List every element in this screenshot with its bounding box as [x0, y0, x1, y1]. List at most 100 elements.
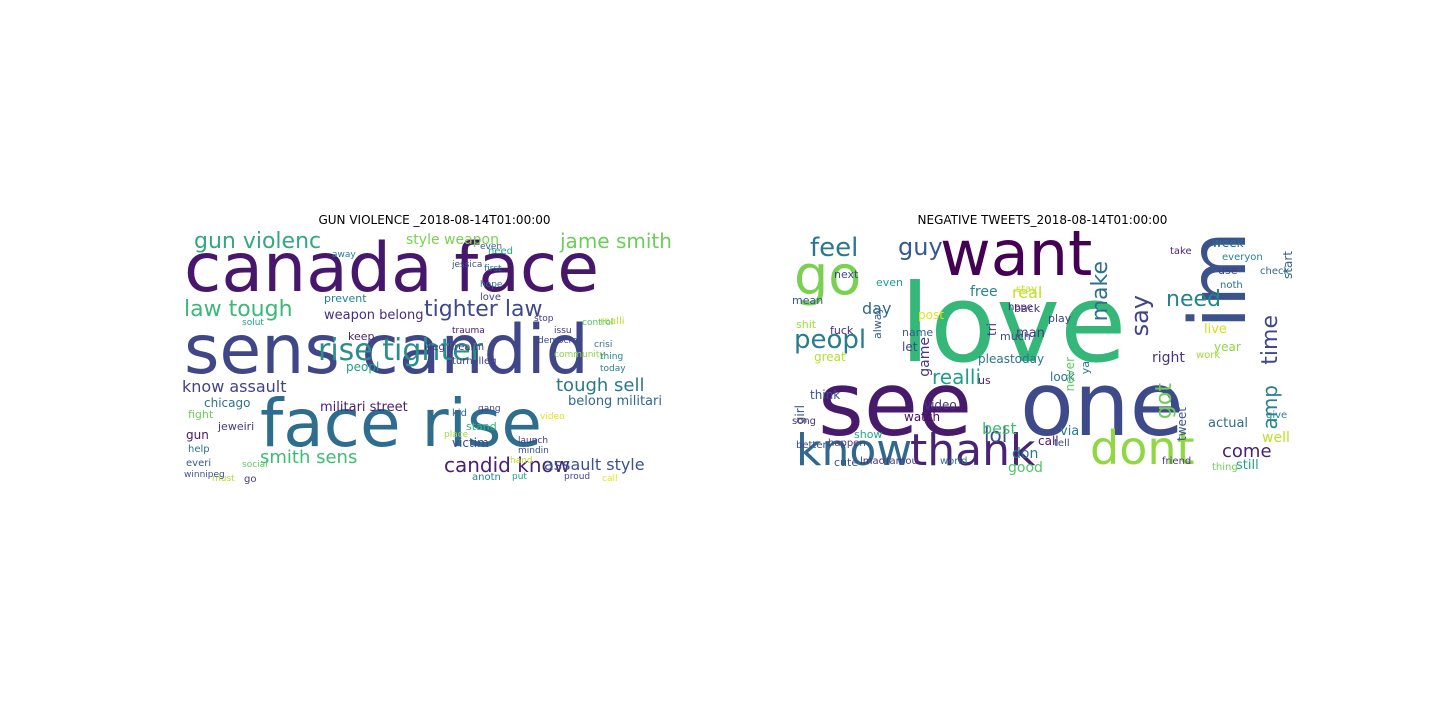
- cloud-word: stay: [1016, 284, 1038, 295]
- cloud-word: solut: [242, 318, 264, 328]
- cloud-word: thank: [910, 425, 1036, 476]
- cloud-word: stand: [466, 420, 497, 433]
- cloud-word: never: [1063, 357, 1077, 392]
- cloud-word: thing: [600, 352, 624, 362]
- cloud-word: weapon belong: [324, 308, 424, 323]
- cloud-word: mean: [792, 294, 824, 307]
- cloud-word: know: [796, 425, 913, 476]
- cloud-word: jeweiri: [218, 420, 255, 433]
- cloud-word: still: [1236, 458, 1259, 473]
- cloud-word: dont: [1090, 421, 1195, 475]
- cloud-word: check: [1260, 266, 1290, 277]
- cloud-word: think: [810, 388, 841, 402]
- cloud-word: next: [834, 268, 859, 281]
- cloud-word: got: [1152, 383, 1177, 420]
- cloud-word: watch: [904, 410, 941, 424]
- cloud-word: sens candid: [184, 311, 589, 390]
- cloud-word: want: [940, 231, 1093, 290]
- cloud-word: realli: [932, 365, 982, 389]
- cloud-word: pleastoday: [978, 352, 1045, 366]
- cloud-word: man: [1016, 326, 1045, 341]
- cloud-word: one: [1020, 353, 1184, 456]
- cloud-word: thing: [1212, 462, 1238, 473]
- figure-title: NEGATIVE TWEETS_2018-08-14T01:00:00: [917, 213, 1168, 227]
- cloud-word: control: [582, 318, 614, 328]
- cloud-word: good: [1008, 460, 1043, 476]
- cloud-word: don: [1012, 446, 1039, 462]
- cloud-word: best: [982, 419, 1017, 438]
- cloud-word: week: [1212, 236, 1244, 250]
- cloud-word: give: [1266, 410, 1288, 421]
- cloud-word: lmao: [860, 456, 885, 467]
- cloud-word: tweet: [1175, 407, 1189, 441]
- cloud-word: need: [488, 246, 513, 257]
- cloud-word: go: [794, 244, 862, 307]
- cloud-word: better: [796, 440, 827, 451]
- cloud-word: call: [1038, 434, 1059, 448]
- cloud-word: lol: [984, 423, 1008, 447]
- cloud-word: live: [1204, 322, 1227, 337]
- cloud-word: today: [600, 364, 626, 374]
- cloud-word: ya: [1079, 361, 1092, 375]
- cloud-word: fuck: [830, 324, 854, 337]
- cloud-word: candid know: [444, 453, 571, 477]
- cloud-word: go: [244, 474, 257, 485]
- cloud-word: peopl: [794, 325, 867, 355]
- cloud-word: trauma: [452, 326, 485, 336]
- cloud-word: cute: [834, 456, 859, 469]
- cloud-word: know assault: [182, 377, 287, 396]
- cloud-word: name: [902, 326, 934, 339]
- figure-left: GUN VIOLENCE _2018-08-14T01:00:00 canada…: [182, 213, 687, 488]
- cloud-word: work: [1196, 350, 1221, 361]
- cloud-word: smith sens: [260, 447, 358, 468]
- cloud-word: famou: [886, 456, 918, 467]
- cloud-word: even: [876, 276, 904, 289]
- cloud-word: actual: [1208, 416, 1249, 431]
- cloud-word: love: [900, 262, 1127, 387]
- cloud-word: winnipeg: [184, 470, 225, 480]
- cloud-word: take: [1170, 246, 1192, 257]
- cloud-word: well: [1262, 430, 1290, 446]
- cloud-word: free: [970, 284, 998, 300]
- cloud-word: right: [1152, 350, 1185, 366]
- cloud-word: day: [862, 299, 892, 318]
- cloud-word: style weapon: [406, 232, 499, 248]
- cloud-word: proud: [564, 472, 591, 482]
- cloud-word: keep: [348, 330, 375, 343]
- cloud-word: law tough: [184, 297, 293, 322]
- cloud-word: make: [1088, 261, 1113, 322]
- cloud-word: help: [188, 444, 210, 455]
- cloud-word: noth: [1220, 280, 1243, 291]
- cloud-word: hand: [510, 456, 533, 466]
- cloud-word: chicago: [204, 396, 251, 410]
- cloud-word: look: [1050, 370, 1075, 384]
- cloud-word: world: [940, 456, 968, 467]
- cloud-word: song: [792, 416, 817, 427]
- cloud-word: post: [918, 308, 944, 322]
- cloud-word: assault style: [544, 455, 645, 474]
- cloud-word: jessica: [452, 260, 483, 270]
- cloud-word: belong militari: [568, 394, 662, 409]
- cloud-word: canada face: [184, 231, 600, 308]
- cloud-word: need: [1166, 287, 1221, 312]
- cloud-word: come: [1222, 441, 1272, 462]
- cloud-word: show: [854, 428, 883, 441]
- cloud-word: real: [1012, 283, 1043, 302]
- cloud-word: guy: [898, 233, 943, 261]
- cloud-word: video: [540, 412, 565, 422]
- cloud-word: launch: [518, 436, 549, 446]
- cloud-word: game: [917, 337, 933, 377]
- cloud-word: stop: [534, 314, 554, 324]
- cloud-word: love: [480, 292, 501, 303]
- cloud-word: gang: [478, 404, 501, 414]
- cloud-word: democrat: [538, 336, 582, 346]
- cloud-word: year: [1214, 340, 1241, 354]
- cloud-word: fight: [188, 408, 214, 421]
- cloud-word: issu: [554, 326, 572, 336]
- cloud-word: away: [332, 250, 356, 260]
- cloud-word: illeg firearm: [424, 342, 485, 353]
- cloud-word: gun violenc: [194, 231, 322, 254]
- cloud-word: place: [444, 430, 469, 440]
- cloud-word: hope: [480, 280, 503, 290]
- cloud-word: turn illeg: [452, 356, 497, 367]
